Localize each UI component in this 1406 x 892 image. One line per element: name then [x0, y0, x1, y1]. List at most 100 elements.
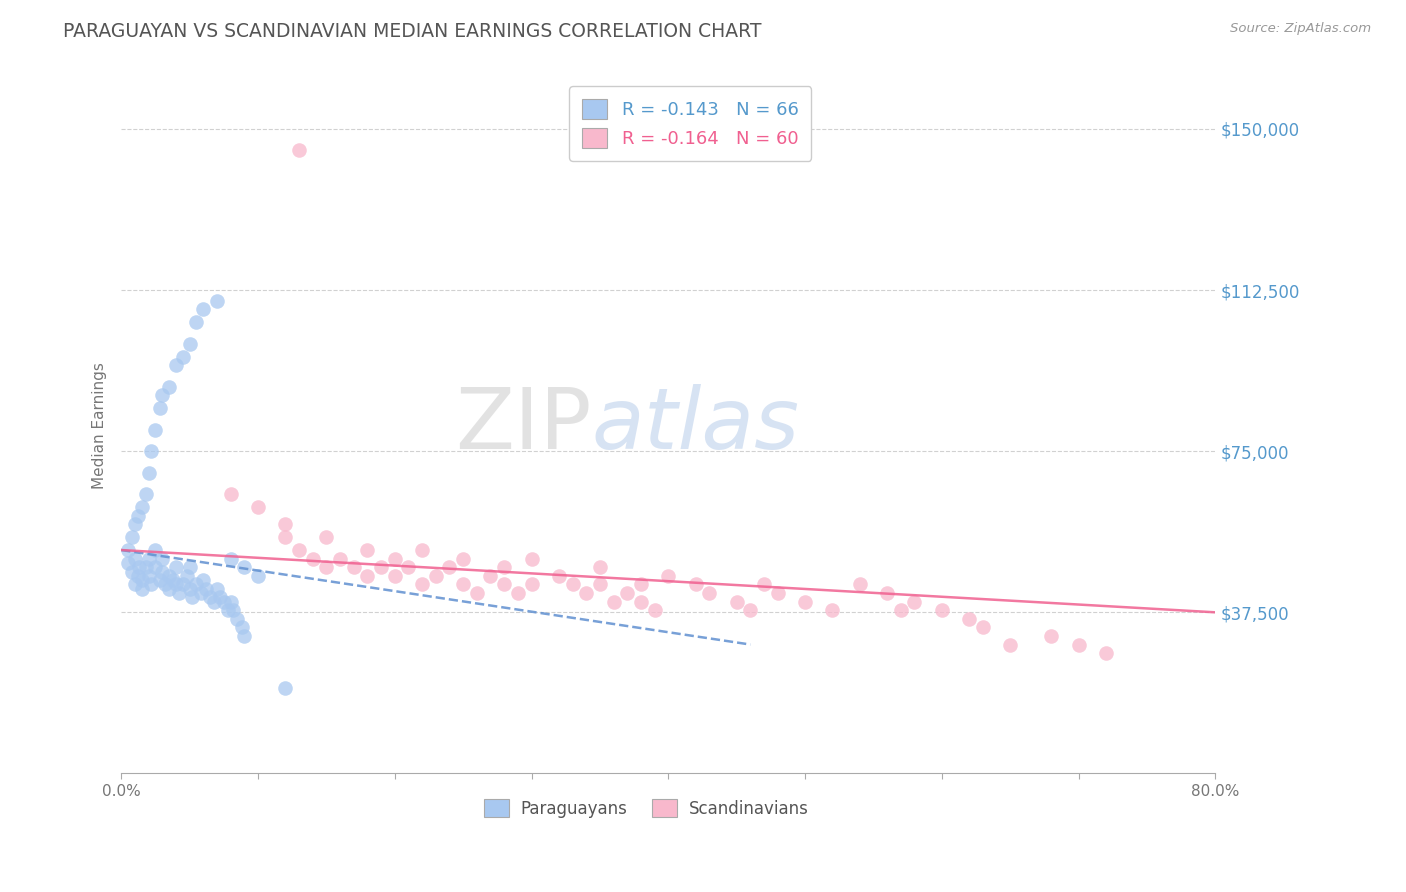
Text: atlas: atlas: [592, 384, 800, 467]
Point: [124, 551, 146, 566]
Point: [117, 543, 139, 558]
Point: [931, 603, 953, 617]
Point: [222, 603, 245, 617]
Point: [479, 569, 502, 583]
Point: [465, 586, 488, 600]
Point: [179, 560, 201, 574]
Text: ZIP: ZIP: [456, 384, 592, 467]
Point: [315, 530, 337, 544]
Point: [329, 551, 352, 566]
Point: [384, 569, 406, 583]
Point: [356, 543, 378, 558]
Point: [903, 594, 925, 608]
Point: [890, 603, 912, 617]
Point: [343, 560, 366, 574]
Point: [135, 560, 157, 574]
Point: [315, 560, 337, 574]
Point: [233, 560, 256, 574]
Point: [138, 466, 160, 480]
Point: [1000, 638, 1022, 652]
Text: Source: ZipAtlas.com: Source: ZipAtlas.com: [1230, 22, 1371, 36]
Point: [411, 543, 433, 558]
Point: [506, 586, 529, 600]
Point: [131, 573, 153, 587]
Point: [176, 569, 198, 583]
Point: [127, 508, 149, 523]
Point: [150, 565, 173, 579]
Point: [157, 582, 180, 596]
Point: [972, 620, 994, 634]
Point: [153, 577, 176, 591]
Point: [451, 577, 474, 591]
Point: [288, 543, 311, 558]
Point: [274, 517, 297, 532]
Point: [439, 560, 461, 574]
Point: [150, 388, 173, 402]
Point: [356, 569, 378, 583]
Point: [165, 577, 187, 591]
Point: [685, 577, 707, 591]
Point: [145, 423, 167, 437]
Point: [370, 560, 392, 574]
Point: [520, 577, 543, 591]
Point: [246, 500, 269, 514]
Point: [589, 560, 612, 574]
Point: [602, 594, 624, 608]
Point: [148, 401, 170, 416]
Point: [219, 487, 242, 501]
Point: [138, 569, 160, 583]
Point: [425, 569, 447, 583]
Point: [616, 586, 638, 600]
Point: [876, 586, 898, 600]
Point: [162, 573, 184, 587]
Point: [411, 577, 433, 591]
Point: [1095, 646, 1118, 660]
Point: [766, 586, 789, 600]
Point: [217, 603, 239, 617]
Point: [157, 569, 180, 583]
Point: [157, 380, 180, 394]
Point: [699, 586, 721, 600]
Point: [561, 577, 583, 591]
Point: [145, 543, 167, 558]
Point: [821, 603, 844, 617]
Point: [208, 591, 231, 605]
Legend: Paraguayans, Scandinavians: Paraguayans, Scandinavians: [477, 792, 815, 824]
Point: [117, 556, 139, 570]
Point: [138, 551, 160, 566]
Point: [288, 144, 311, 158]
Point: [219, 594, 242, 608]
Point: [957, 612, 980, 626]
Point: [165, 359, 187, 373]
Point: [121, 565, 143, 579]
Point: [575, 586, 598, 600]
Point: [195, 582, 218, 596]
Point: [301, 551, 323, 566]
Point: [141, 444, 163, 458]
Point: [150, 551, 173, 566]
Point: [226, 612, 249, 626]
Text: PARAGUAYAN VS SCANDINAVIAN MEDIAN EARNINGS CORRELATION CHART: PARAGUAYAN VS SCANDINAVIAN MEDIAN EARNIN…: [63, 22, 762, 41]
Point: [494, 560, 516, 574]
Point: [205, 293, 228, 308]
Point: [172, 350, 194, 364]
Y-axis label: Median Earnings: Median Earnings: [93, 362, 107, 489]
Point: [396, 560, 419, 574]
Point: [124, 577, 146, 591]
Point: [520, 551, 543, 566]
Point: [128, 560, 150, 574]
Point: [246, 569, 269, 583]
Point: [186, 577, 208, 591]
Point: [205, 582, 228, 596]
Point: [644, 603, 666, 617]
Point: [657, 569, 679, 583]
Point: [849, 577, 872, 591]
Point: [127, 569, 149, 583]
Point: [124, 517, 146, 532]
Point: [202, 594, 225, 608]
Point: [190, 586, 212, 600]
Point: [167, 586, 190, 600]
Point: [179, 336, 201, 351]
Point: [135, 487, 157, 501]
Point: [172, 577, 194, 591]
